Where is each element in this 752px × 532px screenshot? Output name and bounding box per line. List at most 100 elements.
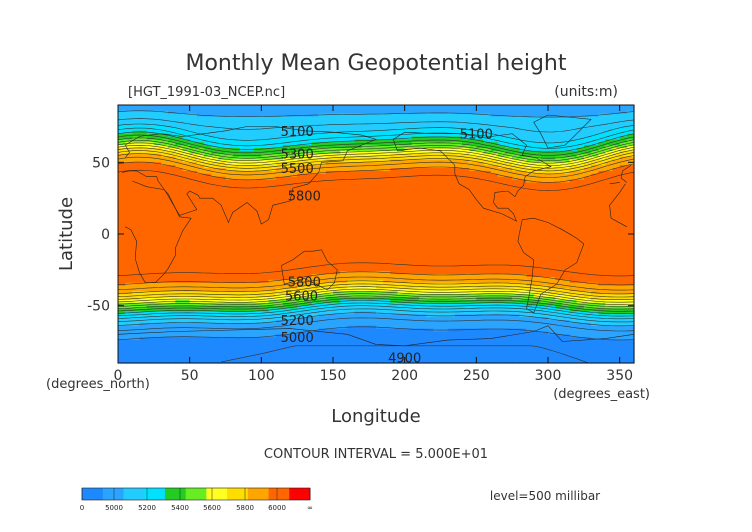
field-cell [347,119,356,123]
field-cell [612,262,621,267]
field-cell [612,130,621,135]
field-cell [254,130,262,135]
field-cell [290,179,298,183]
field-cell [462,182,470,186]
field-cell [361,179,370,183]
field-cell [175,208,184,212]
field-cell [125,279,133,284]
field-cell [125,231,133,235]
field-cell [483,196,492,201]
field-cell [483,219,492,224]
field-cell [368,133,377,138]
field-cell [125,228,133,232]
field-cell [598,202,606,206]
field-cell [254,119,262,123]
field-cell [490,165,499,169]
field-cell [505,208,513,212]
field-cell [268,211,277,215]
field-cell [605,202,614,206]
field-cell [304,228,313,232]
field-cell [462,245,470,249]
field-cell [347,288,356,292]
field-cell [261,277,270,281]
field-cell [555,242,563,247]
field-cell [118,277,126,281]
field-cell [612,265,621,269]
field-cell [548,127,556,132]
field-cell [404,205,413,209]
field-cell [519,188,528,192]
field-cell [268,285,277,290]
field-cell [440,234,449,238]
field-cell [132,105,141,109]
field-cell [411,251,420,255]
field-cell [533,216,542,221]
field-cell [469,234,477,238]
field-cell [275,248,284,252]
field-cell [247,228,255,232]
field-cell [218,139,227,143]
field-cell [196,191,205,195]
field-cell [512,245,520,249]
field-cell [397,225,406,229]
field-cell [483,168,492,172]
field-cell [505,299,513,304]
field-cell [211,242,219,247]
field-cell [354,256,363,261]
field-cell [325,196,334,201]
field-cell [275,133,284,138]
field-cell [383,173,391,178]
field-cell [325,228,334,232]
field-cell [175,288,184,292]
field-cell [476,150,485,155]
field-cell [118,219,126,224]
field-cell [397,242,406,247]
field-cell [368,202,377,206]
field-cell [490,216,499,221]
field-cell [204,248,212,252]
field-cell [526,294,535,298]
field-cell [275,139,284,143]
field-cell [340,251,348,255]
field-cell [232,236,241,241]
field-cell [626,271,635,275]
field-cell [440,279,449,284]
field-cell [239,182,248,186]
field-cell [548,254,556,258]
field-cell [354,127,363,132]
field-cell [304,173,313,178]
field-cell [347,254,356,258]
field-cell [440,105,449,109]
field-cell [462,228,470,232]
field-cell [189,285,198,290]
field-cell [347,130,356,135]
field-cell [261,133,270,138]
field-cell [182,182,191,186]
field-cell [397,211,406,215]
field-cell [297,271,305,275]
field-cell [569,239,578,244]
field-cell [519,205,528,209]
field-cell [447,288,456,292]
units-label: (units:m) [554,84,618,100]
field-cell [591,219,599,224]
field-cell [383,113,391,118]
field-cell [548,251,556,255]
field-cell [583,136,592,140]
field-cell [239,168,248,172]
field-cell [612,127,621,132]
field-cell [211,196,219,201]
field-cell [612,213,621,218]
field-cell [118,125,126,129]
field-cell [519,288,528,292]
field-cell [569,182,578,186]
field-cell [512,142,520,146]
field-cell [318,254,327,258]
field-cell [383,205,391,209]
field-cell [519,219,528,224]
field-cell [247,271,255,275]
field-cell [304,188,313,192]
field-cell [204,231,212,235]
field-cell [447,130,456,135]
field-cell [161,188,169,192]
